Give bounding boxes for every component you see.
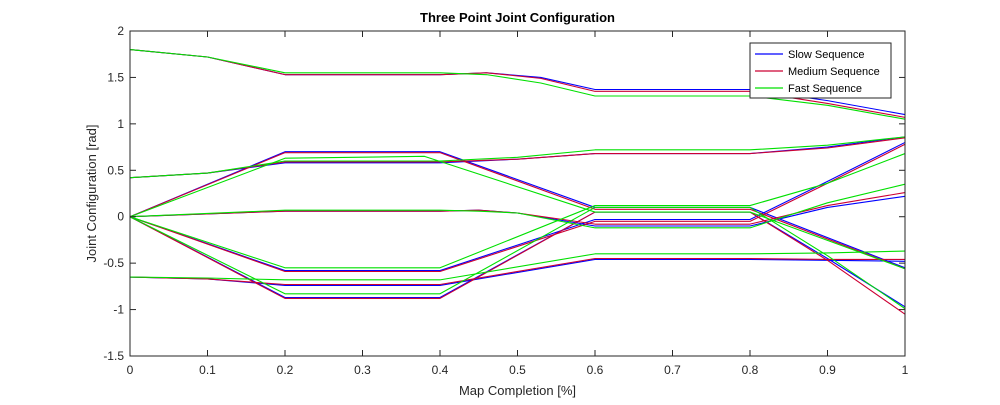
- tick-layer: 0 0.1 0.2 0.3 0.4 0.5 0.6 0.7 0.8 0.9 1 -1.5 -1 -0.5 0…: [103, 24, 908, 377]
- series-line-joint-3: [129, 155, 906, 270]
- series-line-joint-5: [129, 153, 906, 269]
- y-tick-label: 0: [117, 210, 124, 224]
- legend-label: Fast Sequence: [788, 83, 862, 95]
- chart-title: Three Point Joint Configuration: [420, 10, 615, 25]
- series-layer: [129, 49, 906, 315]
- series-line-joint-6: [129, 257, 905, 286]
- x-axis-title: Map Completion [%]: [459, 383, 576, 398]
- series-line-joint-2: [129, 136, 906, 179]
- y-tick-label: -0.5: [103, 256, 124, 270]
- legend-entry: Medium Sequence: [755, 66, 880, 78]
- y-axis-title: Joint Configuration [rad]: [84, 124, 99, 262]
- x-tick-label: 0.3: [354, 363, 371, 377]
- series-line-joint-5: [129, 141, 906, 272]
- x-tick-label: 0.8: [742, 363, 759, 377]
- legend-entries: Slow Sequence Medium Sequence Fast Sequenc…: [755, 49, 880, 95]
- x-tick-label: 0.5: [509, 363, 526, 377]
- x-tick-label: 0.7: [664, 363, 681, 377]
- legend: Slow Sequence Medium Sequence Fast Sequenc…: [749, 42, 892, 99]
- y-tick-label: 1.5: [107, 70, 124, 84]
- x-tick-label: 0.2: [277, 363, 294, 377]
- x-tick-label: 1: [902, 363, 909, 377]
- x-tick-label: 0.9: [819, 363, 836, 377]
- series-line-joint-4: [129, 183, 906, 229]
- x-tick-label: 0.6: [587, 363, 604, 377]
- x-tick-label: 0: [127, 363, 134, 377]
- series-line-joint-1: [129, 49, 906, 120]
- y-tick-label: 0.5: [107, 163, 124, 177]
- legend-entry: Slow Sequence: [755, 49, 864, 61]
- series-fast-sequence: [129, 49, 906, 310]
- y-tick-label: -1.5: [103, 349, 124, 363]
- series-line-joint-7: [129, 206, 906, 310]
- x-tick-label: 0.1: [199, 363, 216, 377]
- y-tick-label: 1: [117, 117, 124, 131]
- series-line-joint-6: [129, 250, 906, 281]
- legend-label: Medium Sequence: [788, 66, 880, 78]
- legend-label: Slow Sequence: [788, 49, 864, 61]
- legend-entry: Fast Sequence: [755, 83, 862, 95]
- x-tick-label: 0.4: [432, 363, 449, 377]
- y-tick-label: -1: [113, 303, 124, 317]
- y-tick-label: 2: [117, 24, 124, 38]
